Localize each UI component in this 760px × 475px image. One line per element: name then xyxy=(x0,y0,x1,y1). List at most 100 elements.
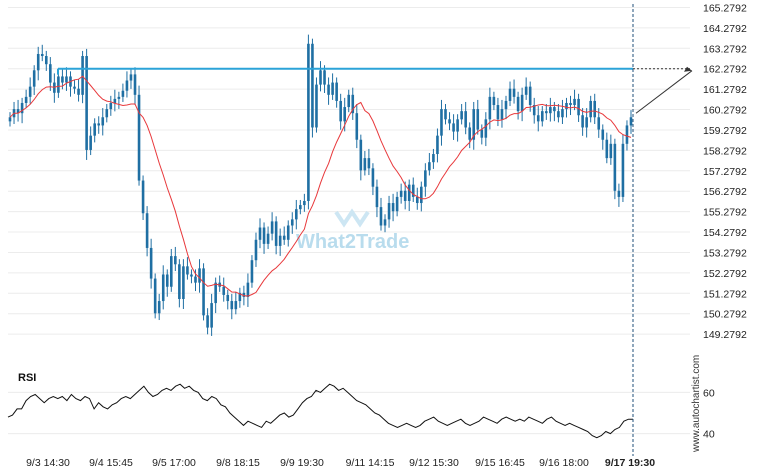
candle-body xyxy=(97,123,101,126)
candle-body xyxy=(206,315,209,328)
candle-body xyxy=(452,123,455,132)
time-tick-label: 9/5 17:00 xyxy=(152,457,196,469)
candle-body xyxy=(355,113,359,140)
candle-body xyxy=(359,139,363,171)
candle-body xyxy=(36,53,40,71)
candle-body xyxy=(323,70,326,85)
candle-body xyxy=(432,154,435,163)
candle-body xyxy=(532,105,536,116)
candle-body xyxy=(524,86,528,95)
candle-body xyxy=(391,203,395,212)
candle-body xyxy=(464,111,467,128)
candle-body xyxy=(57,76,60,93)
candle-body xyxy=(161,274,165,302)
candle-body xyxy=(149,247,153,279)
time-tick-label: 9/15 16:45 xyxy=(475,457,525,469)
candle-body xyxy=(597,117,601,130)
candle-body xyxy=(85,56,88,150)
price-tick-label: 159.2792 xyxy=(703,125,747,137)
candle-body xyxy=(303,200,306,206)
candle-body xyxy=(93,123,96,136)
candle-body xyxy=(250,260,254,283)
candle-body xyxy=(194,276,197,283)
candle-body xyxy=(577,98,580,116)
candle-body xyxy=(444,109,447,120)
candle-body xyxy=(476,109,480,130)
price-tick-label: 154.2792 xyxy=(703,227,747,239)
candle-body xyxy=(282,235,286,240)
candle-body xyxy=(339,100,342,122)
candle-body xyxy=(428,162,431,171)
candle-body xyxy=(101,117,105,126)
candle-body xyxy=(274,221,278,246)
candle-body xyxy=(125,80,129,91)
candle-body xyxy=(242,292,246,297)
candle-body xyxy=(585,117,588,128)
price-tick-label: 163.2792 xyxy=(703,43,747,55)
time-tick-label: 9/17 19:30 xyxy=(605,457,655,469)
candle-body xyxy=(436,135,439,155)
candle-body xyxy=(561,109,564,118)
candle-body xyxy=(299,205,302,210)
time-tick-label: 9/11 14:15 xyxy=(346,457,395,469)
time-tick-label: 9/12 15:30 xyxy=(409,457,459,469)
price-tick-label: 157.2792 xyxy=(703,166,747,178)
candle-body xyxy=(520,94,524,112)
rsi-line xyxy=(7,383,633,439)
candle-body xyxy=(190,274,193,277)
candle-body xyxy=(581,115,584,128)
candle-body xyxy=(395,196,399,212)
candle-body xyxy=(153,278,157,314)
price-tick-label: 162.2792 xyxy=(703,64,747,76)
candle-body xyxy=(424,170,427,187)
candle-body xyxy=(327,84,330,95)
candle-body xyxy=(565,102,568,110)
candle-body xyxy=(246,282,250,297)
watermark-logo-icon xyxy=(334,208,370,228)
candle-body xyxy=(234,301,238,310)
candle-body xyxy=(347,94,351,108)
moving-average-line xyxy=(9,75,632,297)
candle-body xyxy=(266,233,270,244)
time-tick-label: 9/9 19:30 xyxy=(280,457,324,469)
candle-body xyxy=(371,168,375,187)
grid-lines xyxy=(8,6,690,435)
credit-text: www.autochartist.com xyxy=(691,355,702,453)
candle-body xyxy=(117,96,121,99)
candle-body xyxy=(141,180,145,214)
watermark: What2Trade xyxy=(296,208,409,253)
candle-body xyxy=(480,129,484,138)
candle-body xyxy=(569,102,572,106)
candle-body xyxy=(545,111,548,114)
candle-body xyxy=(32,70,36,87)
candle-body xyxy=(472,109,476,140)
price-tick-label: 164.2792 xyxy=(703,23,747,35)
candle-body xyxy=(621,143,625,197)
candle-body xyxy=(367,158,371,169)
candle-body xyxy=(589,100,592,118)
candle-body xyxy=(270,221,274,234)
candle-body xyxy=(165,274,169,287)
candle-body xyxy=(105,109,109,118)
candle-body xyxy=(351,94,355,114)
candle-body xyxy=(540,111,544,122)
candle-body xyxy=(629,117,633,126)
moving-average-series xyxy=(9,75,632,297)
candle-body xyxy=(399,190,403,197)
candle-body xyxy=(137,94,141,181)
time-axis: 9/3 14:30 9/4 15:45 9/5 17:00 9/8 18:15 9/9 … xyxy=(26,457,655,469)
candle-body xyxy=(331,82,334,95)
candle-body xyxy=(403,190,407,201)
watermark-text: What2Trade xyxy=(296,231,409,253)
candle-body xyxy=(500,109,504,120)
candle-body xyxy=(488,96,492,120)
rsi-label: RSI xyxy=(18,372,36,384)
forecast-arrow-head-icon xyxy=(684,66,692,72)
price-tick-label: 161.2792 xyxy=(703,84,747,96)
candle-body xyxy=(407,184,411,201)
candle-body xyxy=(387,203,391,220)
candle-body xyxy=(549,107,552,114)
candle-body xyxy=(605,139,609,159)
candle-body xyxy=(129,74,133,81)
